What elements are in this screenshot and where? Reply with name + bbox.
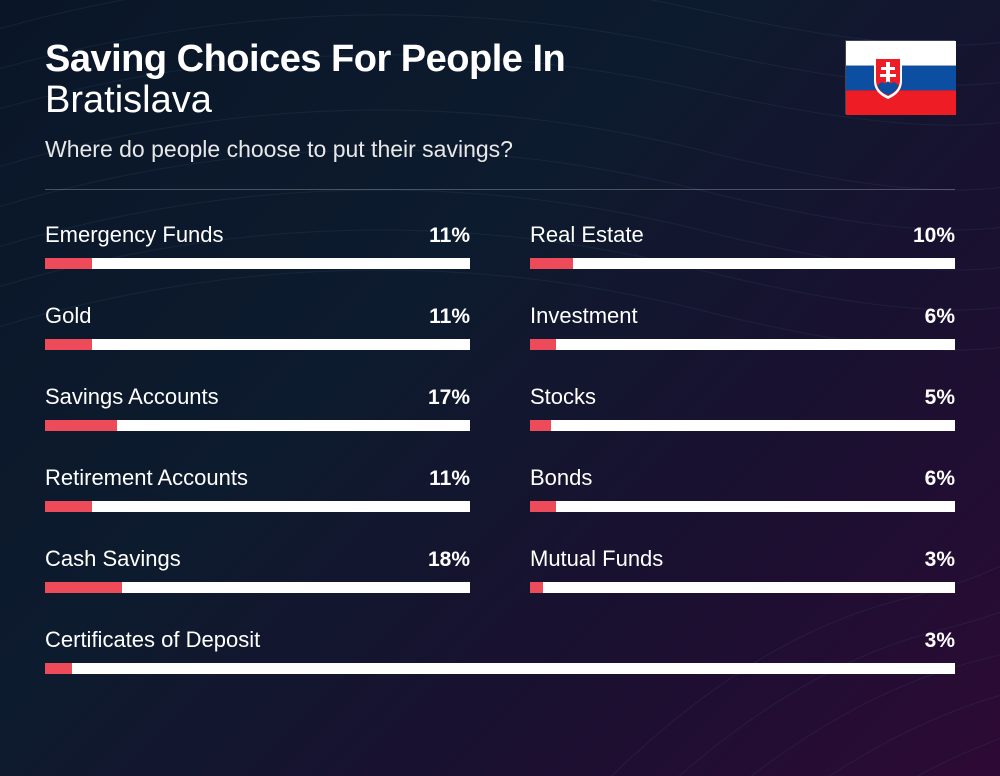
bar-item: Mutual Funds 3% [530,546,955,593]
subtitle: Where do people choose to put their savi… [45,136,955,163]
bar-item-value: 11% [429,467,470,491]
bar-fill [530,258,573,269]
bar-track [530,420,955,431]
bar-item-label: Investment [530,303,638,329]
bar-item-label: Mutual Funds [530,546,663,572]
bar-track [530,582,955,593]
bar-item-header: Gold 11% [45,303,470,329]
bar-item-label: Emergency Funds [45,222,224,248]
bar-item-label: Retirement Accounts [45,465,248,491]
bar-item-label: Gold [45,303,91,329]
bar-item-header: Certificates of Deposit 3% [45,627,955,653]
bar-item: Stocks 5% [530,384,955,431]
bar-item-value: 11% [429,305,470,329]
bar-item-value: 3% [925,548,955,572]
bar-item-value: 6% [925,467,955,491]
bar-item-header: Cash Savings 18% [45,546,470,572]
bar-item-label: Certificates of Deposit [45,627,260,653]
bar-fill [530,501,556,512]
bar-item-header: Bonds 6% [530,465,955,491]
bar-item-value: 3% [925,629,955,653]
bar-track [45,339,470,350]
bar-item: Real Estate 10% [530,222,955,269]
bar-fill [45,420,117,431]
bar-item-header: Real Estate 10% [530,222,955,248]
bar-track [530,339,955,350]
bar-item-header: Stocks 5% [530,384,955,410]
bar-item: Cash Savings 18% [45,546,470,593]
bar-chart-grid: Emergency Funds 11% Real Estate 10% Gold 11% I… [45,222,955,674]
bar-item-value: 11% [429,224,470,248]
bar-fill [530,582,543,593]
header: Saving Choices For People In Bratislava … [45,38,955,163]
bar-fill [530,420,551,431]
bar-fill [45,258,92,269]
bar-item-label: Stocks [530,384,596,410]
bar-item-header: Emergency Funds 11% [45,222,470,248]
divider [45,189,955,190]
bar-item-label: Real Estate [530,222,644,248]
bar-track [530,501,955,512]
bar-item-header: Investment 6% [530,303,955,329]
bar-fill [45,339,92,350]
bar-fill [45,501,92,512]
bar-item-header: Retirement Accounts 11% [45,465,470,491]
bar-item-value: 18% [428,548,470,572]
bar-track [45,582,470,593]
bar-fill [530,339,556,350]
bar-item-header: Mutual Funds 3% [530,546,955,572]
bar-item-label: Cash Savings [45,546,181,572]
bar-track [45,663,955,674]
bar-item: Retirement Accounts 11% [45,465,470,512]
bar-item-value: 17% [428,386,470,410]
bar-track [45,420,470,431]
bar-item-value: 6% [925,305,955,329]
bar-track [530,258,955,269]
bar-item: Certificates of Deposit 3% [45,627,955,674]
title-line1: Saving Choices For People In [45,38,955,81]
bar-item-label: Bonds [530,465,592,491]
bar-item-label: Savings Accounts [45,384,219,410]
bar-item: Savings Accounts 17% [45,384,470,431]
bar-item-value: 5% [925,386,955,410]
bar-item-value: 10% [913,224,955,248]
bar-track [45,258,470,269]
slovakia-flag-icon [845,40,955,114]
bar-item: Bonds 6% [530,465,955,512]
bar-fill [45,582,122,593]
title-city: Bratislava [45,79,955,122]
bar-fill [45,663,72,674]
bar-item: Emergency Funds 11% [45,222,470,269]
bar-item: Gold 11% [45,303,470,350]
bar-item: Investment 6% [530,303,955,350]
bar-item-header: Savings Accounts 17% [45,384,470,410]
bar-track [45,501,470,512]
